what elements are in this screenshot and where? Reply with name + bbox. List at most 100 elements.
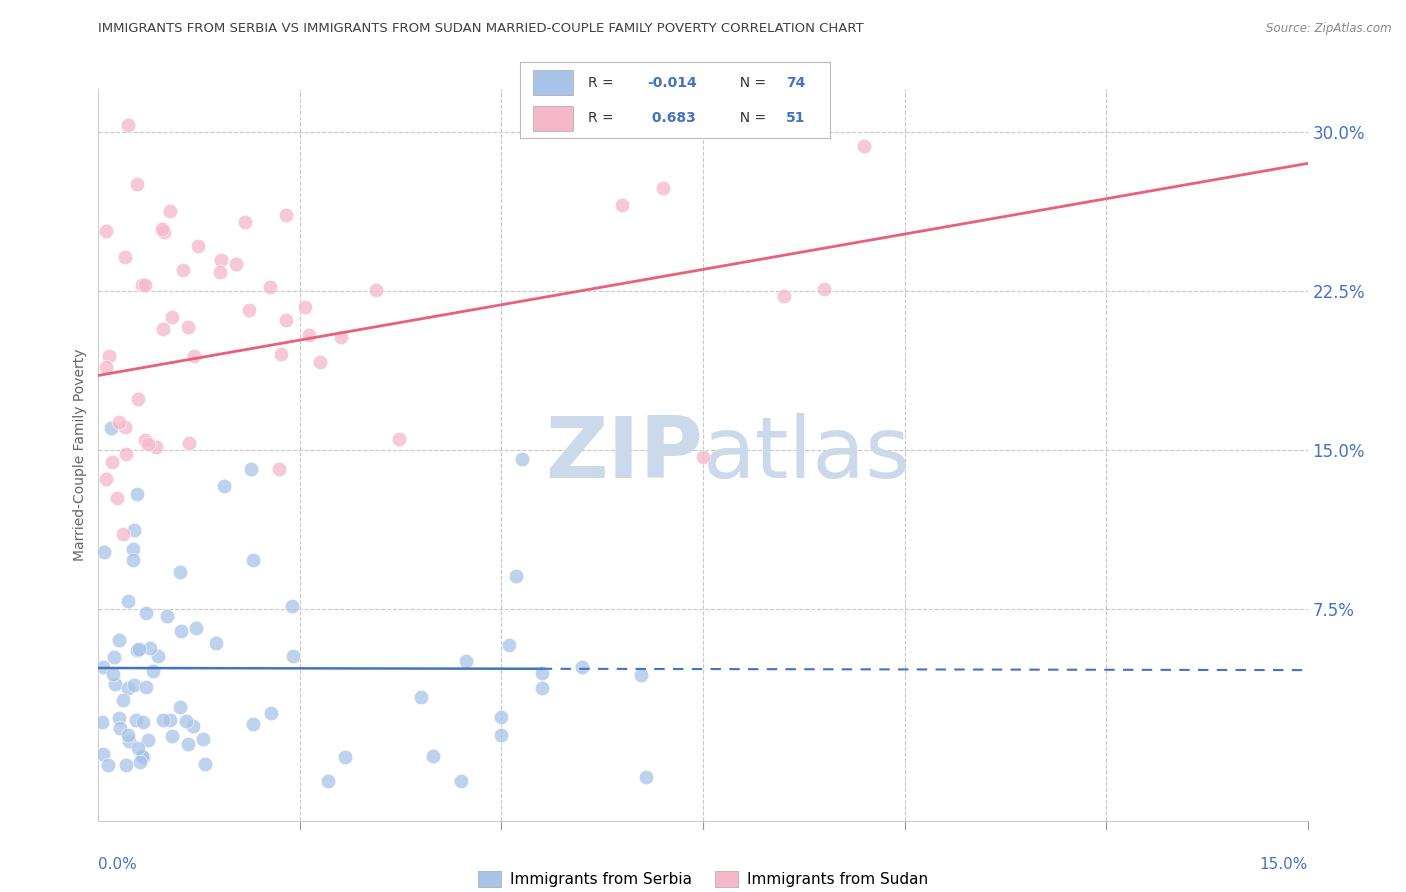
Point: [114, 250, 136, 264]
Point: [110, 721, 132, 735]
Point: [134, 278, 156, 293]
Point: [160, 310, 183, 325]
Point: [177, 320, 200, 334]
Text: N =: N =: [731, 76, 770, 90]
Point: [172, 262, 194, 277]
Point: [96, 359, 118, 374]
Point: [103, 650, 125, 665]
Point: [132, 714, 155, 729]
Point: [136, 733, 159, 747]
Point: [169, 699, 191, 714]
Point: [117, 728, 139, 742]
Point: [96, 472, 118, 486]
Point: [238, 302, 260, 317]
Text: R =: R =: [588, 76, 619, 90]
Point: [117, 593, 139, 607]
Point: [454, 654, 477, 668]
Text: IMMIGRANTS FROM SERBIA VS IMMIGRANTS FROM SUDAN MARRIED-COUPLE FAMILY POVERTY CO: IMMIGRANTS FROM SERBIA VS IMMIGRANTS FRO…: [98, 22, 865, 36]
Point: [209, 265, 232, 279]
Point: [530, 666, 553, 681]
Point: [281, 599, 304, 613]
Point: [100, 421, 122, 435]
Point: [122, 523, 145, 537]
Point: [309, 355, 332, 369]
Point: [422, 748, 444, 763]
Point: [242, 553, 264, 567]
Point: [150, 222, 173, 236]
Point: [127, 642, 149, 657]
Point: [187, 239, 209, 253]
Point: [115, 447, 138, 461]
Point: [96, 224, 118, 238]
Point: [129, 756, 152, 770]
Point: [212, 479, 235, 493]
Point: [107, 711, 129, 725]
Point: [242, 716, 264, 731]
Point: [183, 350, 205, 364]
Point: [853, 139, 876, 153]
Point: [159, 713, 181, 727]
Point: [127, 740, 149, 755]
FancyBboxPatch shape: [533, 70, 572, 95]
Point: [491, 710, 513, 724]
Point: [124, 713, 146, 727]
Point: [388, 432, 411, 446]
Point: [111, 527, 134, 541]
Point: [105, 491, 128, 506]
Point: [128, 642, 150, 657]
Point: [510, 451, 533, 466]
Point: [270, 346, 292, 360]
Point: [117, 681, 139, 695]
Point: [127, 392, 149, 407]
Text: ZIP: ZIP: [546, 413, 703, 497]
Text: 15.0%: 15.0%: [1260, 857, 1308, 871]
Text: Source: ZipAtlas.com: Source: ZipAtlas.com: [1267, 22, 1392, 36]
Point: [107, 415, 129, 429]
Point: [91, 747, 114, 762]
Point: [651, 181, 673, 195]
Point: [259, 280, 281, 294]
Point: [169, 566, 191, 580]
Point: [122, 677, 145, 691]
Text: 0.683: 0.683: [647, 111, 696, 125]
Point: [115, 758, 138, 772]
Text: N =: N =: [731, 111, 770, 125]
Point: [333, 750, 356, 764]
Text: 74: 74: [786, 76, 806, 90]
Point: [276, 208, 298, 222]
Point: [179, 436, 201, 450]
Point: [281, 648, 304, 663]
Point: [505, 568, 527, 582]
Point: [132, 749, 155, 764]
Text: 0.0%: 0.0%: [98, 857, 138, 871]
Point: [612, 198, 634, 212]
Point: [330, 330, 353, 344]
Point: [177, 737, 200, 751]
FancyBboxPatch shape: [533, 105, 572, 130]
Point: [240, 462, 263, 476]
Point: [146, 648, 169, 663]
Legend: Immigrants from Serbia, Immigrants from Sudan: Immigrants from Serbia, Immigrants from …: [472, 865, 934, 892]
Point: [135, 606, 157, 620]
Point: [97, 757, 120, 772]
Point: [571, 659, 593, 673]
Point: [160, 730, 183, 744]
Point: [267, 462, 290, 476]
Point: [104, 677, 127, 691]
Point: [181, 719, 204, 733]
Y-axis label: Married-Couple Family Poverty: Married-Couple Family Poverty: [73, 349, 87, 561]
Point: [364, 283, 387, 297]
Point: [135, 680, 157, 694]
Point: [318, 774, 340, 789]
Point: [91, 714, 114, 729]
Point: [294, 300, 316, 314]
Point: [145, 440, 167, 454]
Text: -0.014: -0.014: [647, 76, 697, 90]
Point: [156, 609, 179, 624]
Point: [184, 621, 207, 635]
Text: atlas: atlas: [703, 413, 911, 497]
Point: [225, 257, 247, 271]
Point: [276, 313, 298, 327]
Point: [159, 204, 181, 219]
Point: [122, 553, 145, 567]
